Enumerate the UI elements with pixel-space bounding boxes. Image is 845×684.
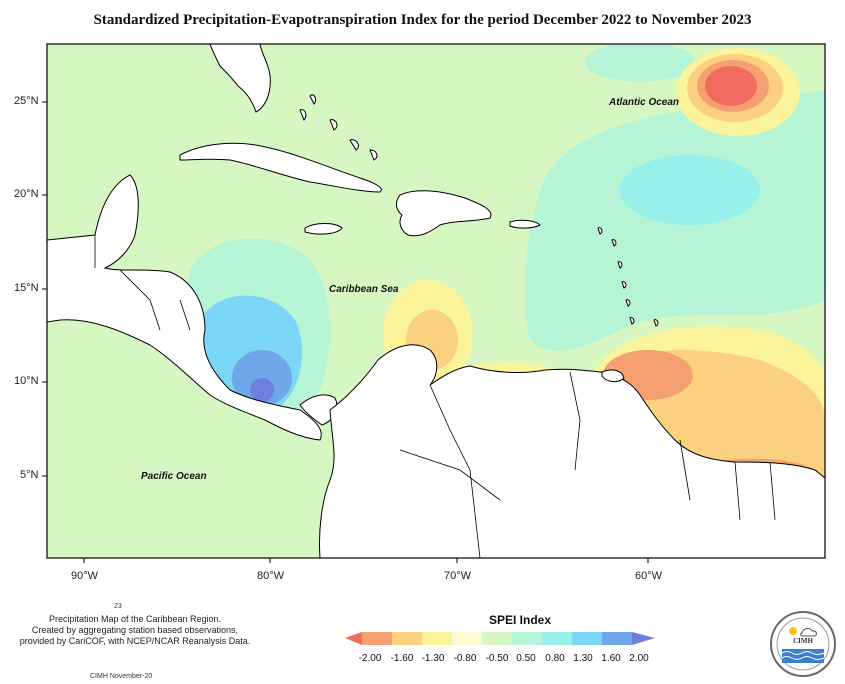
lon-label-80w: 80°W <box>257 570 285 582</box>
dry-core-ne <box>705 66 757 106</box>
legend-swatch-4 <box>452 632 482 645</box>
credits-line-3: provided by CariCOF, with NCEP/NCAR Rean… <box>19 636 251 646</box>
legend-swatch-8 <box>572 632 602 645</box>
central-america <box>47 174 322 441</box>
lon-label-70w: 70°W <box>444 570 472 582</box>
credits-text: Precipitation Map of the Caribbean Regio… <box>10 614 260 647</box>
credits-line-2: Created by aggregating station based obs… <box>31 625 239 635</box>
wet-core-atlantic <box>620 155 760 225</box>
legend-tick-1: -1.60 <box>390 653 414 664</box>
lat-label-15n: 15°N <box>14 282 39 294</box>
lat-label-25n: 25°N <box>14 95 39 107</box>
credits-footer: CIMH November-20 <box>90 673 153 680</box>
legend-tick-4: -0.50 <box>485 653 509 664</box>
hispaniola <box>395 190 492 237</box>
trinidad <box>601 369 625 383</box>
land-masses <box>47 44 825 558</box>
label-atlantic-ocean: Atlantic Ocean <box>609 97 680 108</box>
map-frame <box>46 43 826 559</box>
cloud-icon <box>800 628 817 637</box>
map-title: Standardized Precipitation-Evapotranspir… <box>93 12 752 28</box>
legend-tick-7: 1.30 <box>573 653 593 664</box>
legend-swatch-5 <box>482 632 512 645</box>
legend-swatch-1 <box>362 632 392 645</box>
legend-tick-9: 2.00 <box>629 653 649 664</box>
label-pacific-ocean: Pacific Ocean <box>141 471 207 482</box>
puerto-rico <box>509 219 541 229</box>
legend-swatch-9 <box>602 632 632 645</box>
legend-tick-5: 0.50 <box>516 653 536 664</box>
credits-line-1: Precipitation Map of the Caribbean Regio… <box>48 614 222 624</box>
legend-swatch-2 <box>392 632 422 645</box>
legend-tick-6: 0.80 <box>545 653 565 664</box>
logo-text: CIMH <box>793 637 813 645</box>
cuba <box>179 142 382 193</box>
cimh-logo-graphic <box>776 617 830 671</box>
wet-sw-core <box>250 378 274 402</box>
credits-number: 23 <box>114 603 122 610</box>
legend-swatch-3 <box>422 632 452 645</box>
legend-title: SPEI Index <box>488 613 552 627</box>
lat-label-20n: 20°N <box>14 188 39 200</box>
spei-field <box>47 44 825 558</box>
lon-label-60w: 60°W <box>635 570 663 582</box>
wet-patch-north <box>585 44 695 82</box>
legend-tick-8: 1.60 <box>601 653 621 664</box>
legend-tick-0: -2.00 <box>358 653 382 664</box>
country-borders <box>94 235 776 558</box>
label-caribbean-sea: Caribbean Sea <box>329 284 399 295</box>
legend-swatch-10 <box>632 632 655 645</box>
jamaica <box>304 223 343 235</box>
lesser-antilles <box>597 227 659 327</box>
lon-label-90w: 90°W <box>71 570 99 582</box>
legend-swatch-6 <box>512 632 542 645</box>
bahamas <box>299 94 378 161</box>
florida <box>209 44 271 113</box>
legend-swatch-7 <box>542 632 572 645</box>
sun-icon <box>789 627 797 635</box>
lat-label-5n: 5°N <box>20 469 39 481</box>
legend-swatch-0 <box>345 632 362 645</box>
legend-colorbar <box>345 632 655 645</box>
cimh-logo: CIMH <box>770 611 836 677</box>
legend-tick-2: -1.30 <box>421 653 445 664</box>
water-icon <box>782 649 824 663</box>
axis-ticks <box>42 101 649 563</box>
legend-tick-3: -0.80 <box>453 653 477 664</box>
lat-label-10n: 10°N <box>14 375 39 387</box>
